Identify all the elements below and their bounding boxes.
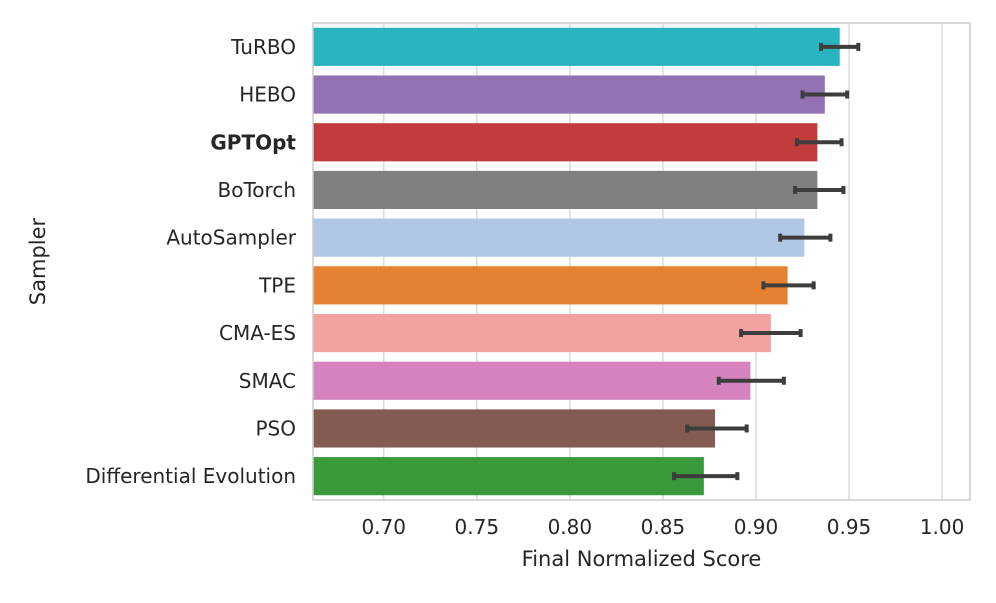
category-labels: TuRBO HEBO GPTOpt BoTorch AutoSampler TPE CMA-… — [85, 35, 296, 488]
error-bar-botorch — [793, 185, 846, 194]
category-label-pso: PSO — [256, 416, 297, 440]
error-bar-pso — [685, 424, 749, 433]
category-label-autosampler: AutoSampler — [166, 226, 296, 250]
x-tick-label: 0.75 — [455, 515, 500, 539]
x-tick-label: 0.90 — [734, 515, 779, 539]
category-label-tpe: TPE — [258, 273, 296, 297]
bar-tpe — [313, 266, 788, 305]
bars — [313, 27, 840, 496]
error-bar-smac — [716, 376, 786, 385]
bar-differential-evolution — [313, 457, 704, 496]
x-axis-title: Final Normalized Score — [522, 547, 762, 571]
x-tick-label: 0.85 — [641, 515, 686, 539]
bar-smac — [313, 361, 751, 400]
category-label-smac: SMAC — [239, 369, 296, 393]
error-bar-tpe — [761, 281, 816, 290]
error-bar-turbo — [819, 42, 861, 51]
x-tick-label: 1.00 — [920, 515, 965, 539]
bar-turbo — [313, 27, 840, 66]
x-tick-labels: 0.70 0.75 0.80 0.85 0.90 0.95 1.00 — [361, 515, 964, 539]
x-tick-label: 0.80 — [548, 515, 593, 539]
error-bar-autosampler — [778, 233, 833, 242]
category-label-cma-es: CMA-ES — [219, 321, 296, 345]
bar-autosampler — [313, 218, 805, 257]
bar-pso — [313, 409, 716, 448]
error-bar-gptopt — [794, 138, 844, 147]
error-bar-cma-es — [739, 329, 803, 338]
y-axis-title: Sampler — [26, 217, 50, 305]
category-label-botorch: BoTorch — [218, 178, 296, 202]
x-tick-label: 0.95 — [827, 515, 872, 539]
category-label-differential-evolution: Differential Evolution — [85, 464, 296, 488]
error-bar-differential-evolution — [672, 472, 740, 481]
category-label-hebo: HEBO — [239, 83, 296, 107]
x-tick-label: 0.70 — [361, 515, 406, 539]
plot-frame — [312, 22, 971, 501]
category-label-gptopt: GPTOpt — [210, 130, 296, 154]
bar-cma-es — [313, 313, 771, 353]
bar-botorch — [313, 170, 818, 210]
bar-hebo — [313, 75, 825, 114]
category-label-turbo: TuRBO — [230, 35, 296, 59]
error-bars — [672, 42, 861, 481]
error-bar-hebo — [800, 90, 850, 99]
bar-gptopt — [313, 123, 818, 162]
